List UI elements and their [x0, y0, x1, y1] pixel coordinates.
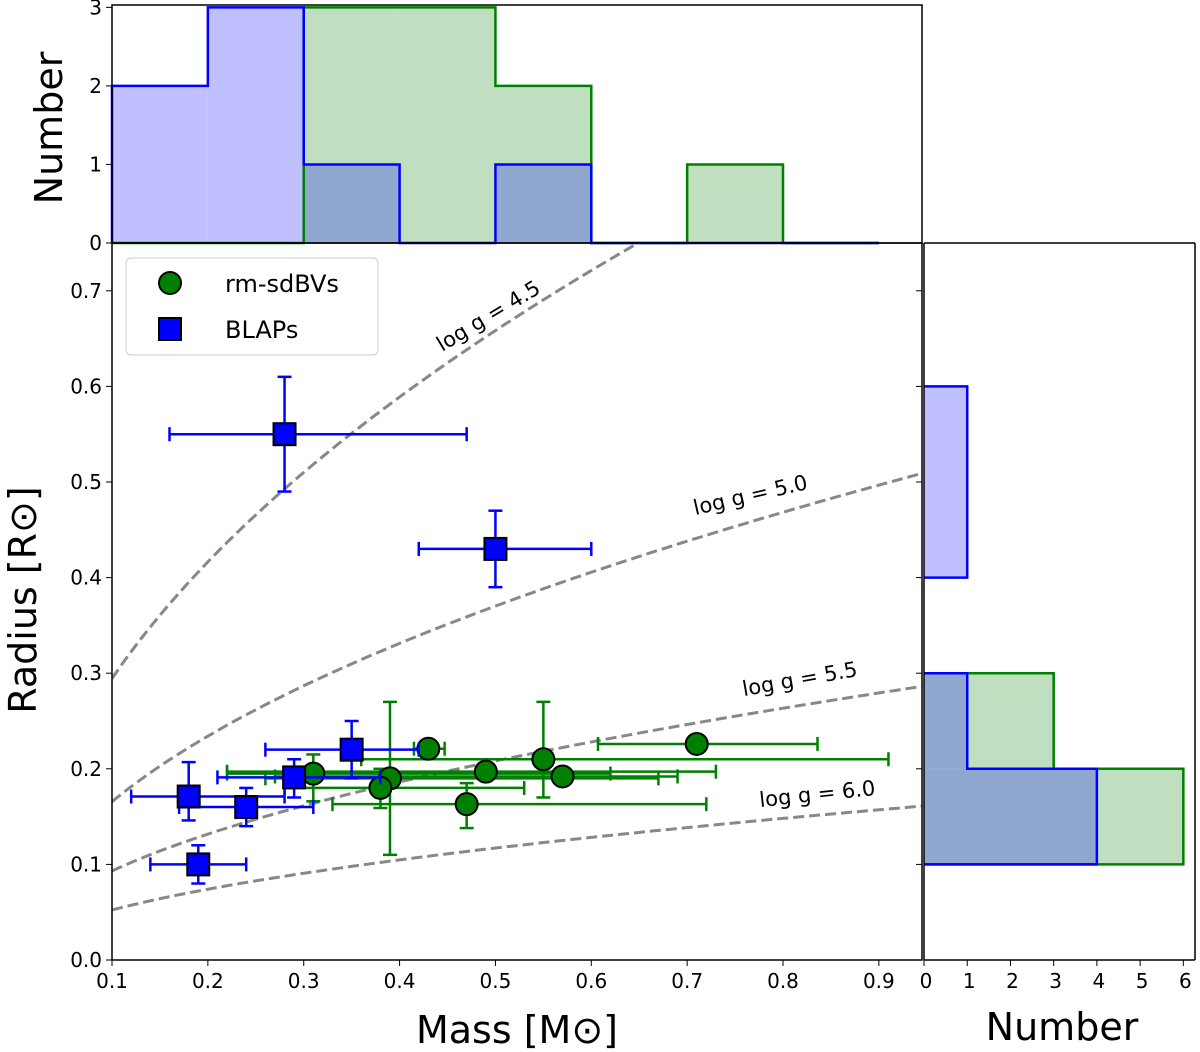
data-point	[473, 759, 498, 784]
data-point	[416, 736, 441, 761]
data-point	[454, 792, 479, 817]
data-point	[684, 731, 709, 756]
x-tick-label: 0.9	[863, 969, 895, 993]
hist-step-rm-sdBVs	[112, 6, 879, 245]
hist-overlap-fill	[924, 768, 1097, 865]
logg-label: log g = 6.0	[758, 776, 876, 812]
main-xlabel: Mass [M⊙]	[416, 1008, 618, 1052]
x-tick-label: 0.3	[288, 969, 320, 993]
y-tick-label: 1	[89, 152, 102, 176]
series-BLAPs	[129, 375, 593, 885]
series-rm-sdBVs	[225, 700, 890, 857]
x-tick-label: 5	[1136, 969, 1149, 993]
x-tick-label: 4	[1093, 969, 1106, 993]
legend-label: BLAPs	[225, 316, 298, 344]
data-point	[483, 536, 508, 561]
y-tick-label: 0.7	[70, 279, 102, 303]
x-tick-label: 1	[963, 969, 976, 993]
logg-curve-5.5	[112, 684, 922, 873]
logg-curves	[112, 243, 922, 912]
hist-step-BLAPs	[924, 385, 1099, 866]
legend-label: rm-sdBVs	[225, 270, 339, 298]
data-point	[531, 747, 556, 772]
logg-curve-5	[112, 471, 922, 803]
main-axes-frame	[111, 242, 923, 961]
y-tick-label: 0.4	[70, 566, 102, 590]
right-hist-xlabel: Number	[986, 1005, 1139, 1049]
legend-box	[125, 257, 379, 356]
y-tick-label: 0.6	[70, 374, 102, 398]
hist-overlap-fill	[303, 164, 400, 243]
x-tick-label: 2	[1006, 969, 1019, 993]
x-tick-label: 0.7	[671, 969, 703, 993]
logg-label: log g = 4.5	[432, 276, 544, 357]
hist-bar-fill	[687, 164, 784, 243]
y-tick-label: 3	[89, 0, 102, 19]
data-point	[186, 852, 211, 877]
y-tick-label: 0.5	[70, 470, 102, 494]
legend: rm-sdBVs BLAPs	[125, 257, 379, 356]
hist-bar-fill	[924, 386, 968, 482]
x-tick-label: 3	[1049, 969, 1062, 993]
y-tick-label: 0.1	[70, 852, 102, 876]
hist-bar-fill	[399, 7, 496, 244]
y-tick-label: 2	[89, 74, 102, 98]
data-point	[339, 737, 364, 762]
logg-label: log g = 5.0	[691, 470, 810, 520]
y-tick-label: 0.0	[70, 948, 102, 972]
top-hist-ylabel: Number	[27, 51, 71, 204]
x-tick-label: 0.1	[96, 969, 128, 993]
x-tick-label: 0.8	[767, 969, 799, 993]
data-point	[234, 795, 259, 820]
x-tick-label: 0.2	[192, 969, 224, 993]
data-point	[550, 764, 575, 789]
y-tick-label: 0.2	[70, 757, 102, 781]
hist-bar-fill	[924, 482, 968, 578]
data-point	[272, 422, 297, 447]
main-ylabel: Radius [R⊙]	[1, 486, 45, 713]
x-tick-label: 6	[1179, 969, 1192, 993]
x-tick-label: 0	[920, 969, 933, 993]
data-point	[176, 784, 201, 809]
x-tick-label: 0.4	[384, 969, 416, 993]
logg-curve-6	[112, 804, 922, 912]
right-histogram: 0 1 2 3 4 5 6	[920, 242, 1196, 993]
logg-label: log g = 5.5	[740, 657, 859, 701]
legend-marker-square	[158, 317, 182, 341]
y-tick-label: 0.3	[70, 661, 102, 685]
hist-overlap-fill	[924, 673, 968, 769]
top-histogram: 0 1 2 3	[89, 0, 923, 255]
hist-bar-fill	[207, 7, 304, 244]
data-point	[282, 765, 307, 790]
hist-bar-fill	[112, 85, 208, 243]
x-tick-label: 0.5	[480, 969, 512, 993]
legend-marker-circle	[158, 271, 182, 295]
logg-curve-4.5	[112, 243, 642, 680]
x-tick-label: 0.6	[575, 969, 607, 993]
hist-overlap-fill	[495, 164, 592, 243]
y-tick-label: 0	[89, 231, 102, 255]
hist-step-rm-sdBVs	[924, 671, 1185, 866]
